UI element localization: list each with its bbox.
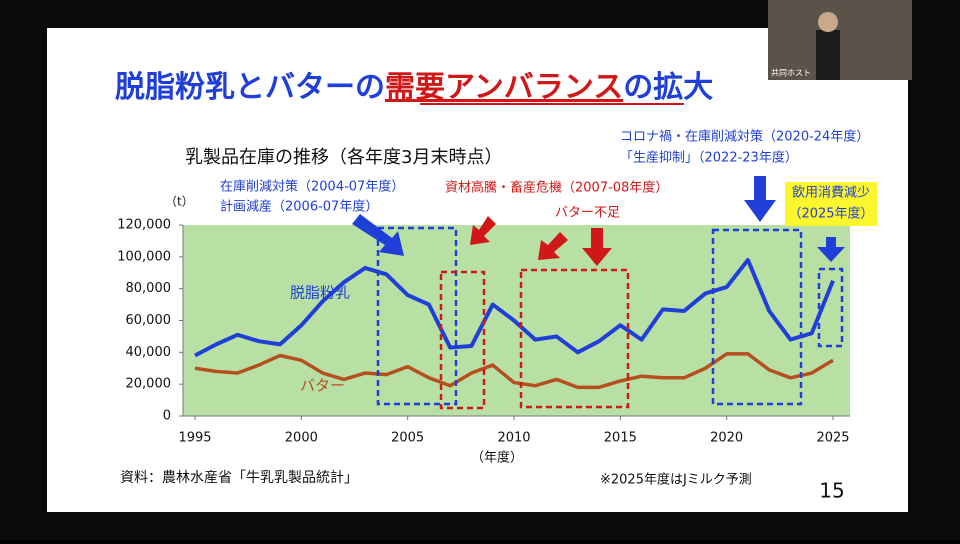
annotations: 在庫削減対策（2004-07年度） 計画減産（2006-07年度） 資材高騰・畜…	[220, 129, 877, 410]
webcam-person	[816, 30, 840, 80]
title-part: 需要アンバランス	[385, 70, 623, 105]
plot: 0 20,000 40,000 60,000 80,000 100,000 120,000 1…	[117, 218, 850, 446]
arrow	[817, 237, 845, 262]
title-part: の拡大	[623, 70, 713, 105]
x-tick-label: 2000	[285, 431, 318, 446]
arrow	[538, 232, 568, 260]
y-tick-label: 20,000	[126, 377, 172, 392]
webcam-face	[818, 12, 838, 32]
host-label: 共同ホスト	[771, 69, 811, 78]
page-number: 15	[819, 479, 844, 503]
y-tick-label: 0	[163, 409, 171, 424]
chart-title: 乳製品在庫の推移（各年度3月末時点）	[185, 147, 502, 168]
arrow	[744, 176, 776, 222]
x-tick-label: 2005	[391, 431, 424, 446]
x-tick-label: 1995	[178, 431, 211, 446]
series-line	[194, 258, 835, 358]
title-part: 脱脂粉乳とバターの	[115, 70, 385, 105]
y-axis-label: （t）	[165, 195, 194, 209]
series-label: 脱脂粉乳	[290, 284, 350, 302]
annotation: 「生産抑制」（2022-23年度）	[620, 150, 798, 166]
arrow	[470, 216, 496, 245]
annotation: 飲用消費減少	[792, 185, 870, 201]
x-tick-label: 2010	[497, 431, 530, 446]
annotation: 在庫削減対策（2004-07年度）	[220, 179, 404, 195]
highlight-box	[519, 268, 630, 409]
y-tick-label: 100,000	[117, 249, 171, 264]
y-tick-label: 60,000	[126, 313, 172, 328]
highlight-box	[376, 226, 458, 406]
highlight-box	[439, 270, 486, 410]
y-tick-label: 80,000	[126, 281, 172, 296]
annotation: コロナ禍・在庫削減対策（2020-24年度）	[620, 129, 869, 145]
arrow	[352, 214, 404, 256]
series-label: バター	[300, 377, 345, 395]
y-tick-label: 120,000	[117, 218, 171, 233]
arrow	[582, 228, 612, 266]
highlight-box	[817, 267, 844, 348]
source: 資料：農林水産省「牛乳乳製品統計」	[120, 470, 358, 486]
title: 脱脂粉乳とバターの需要アンバランスの拡大	[115, 70, 713, 105]
callout-background	[785, 182, 877, 226]
x-tick-label: 2025	[816, 431, 849, 446]
note: ※2025年度はJミルク予測	[600, 472, 752, 488]
x-tick-label: 2020	[710, 431, 743, 446]
annotation: バター不足	[555, 206, 620, 221]
x-tick-label: 2015	[604, 431, 637, 446]
y-tick-label: 40,000	[126, 345, 172, 360]
series-line	[194, 352, 834, 390]
annotation: 資材高騰・畜産危機（2007-08年度）	[445, 180, 668, 196]
highlight-box	[711, 228, 803, 406]
annotation: （2025年度）	[788, 206, 873, 222]
x-axis-label: （年度）	[471, 450, 523, 466]
annotation: 計画減産（2006-07年度）	[220, 199, 378, 215]
